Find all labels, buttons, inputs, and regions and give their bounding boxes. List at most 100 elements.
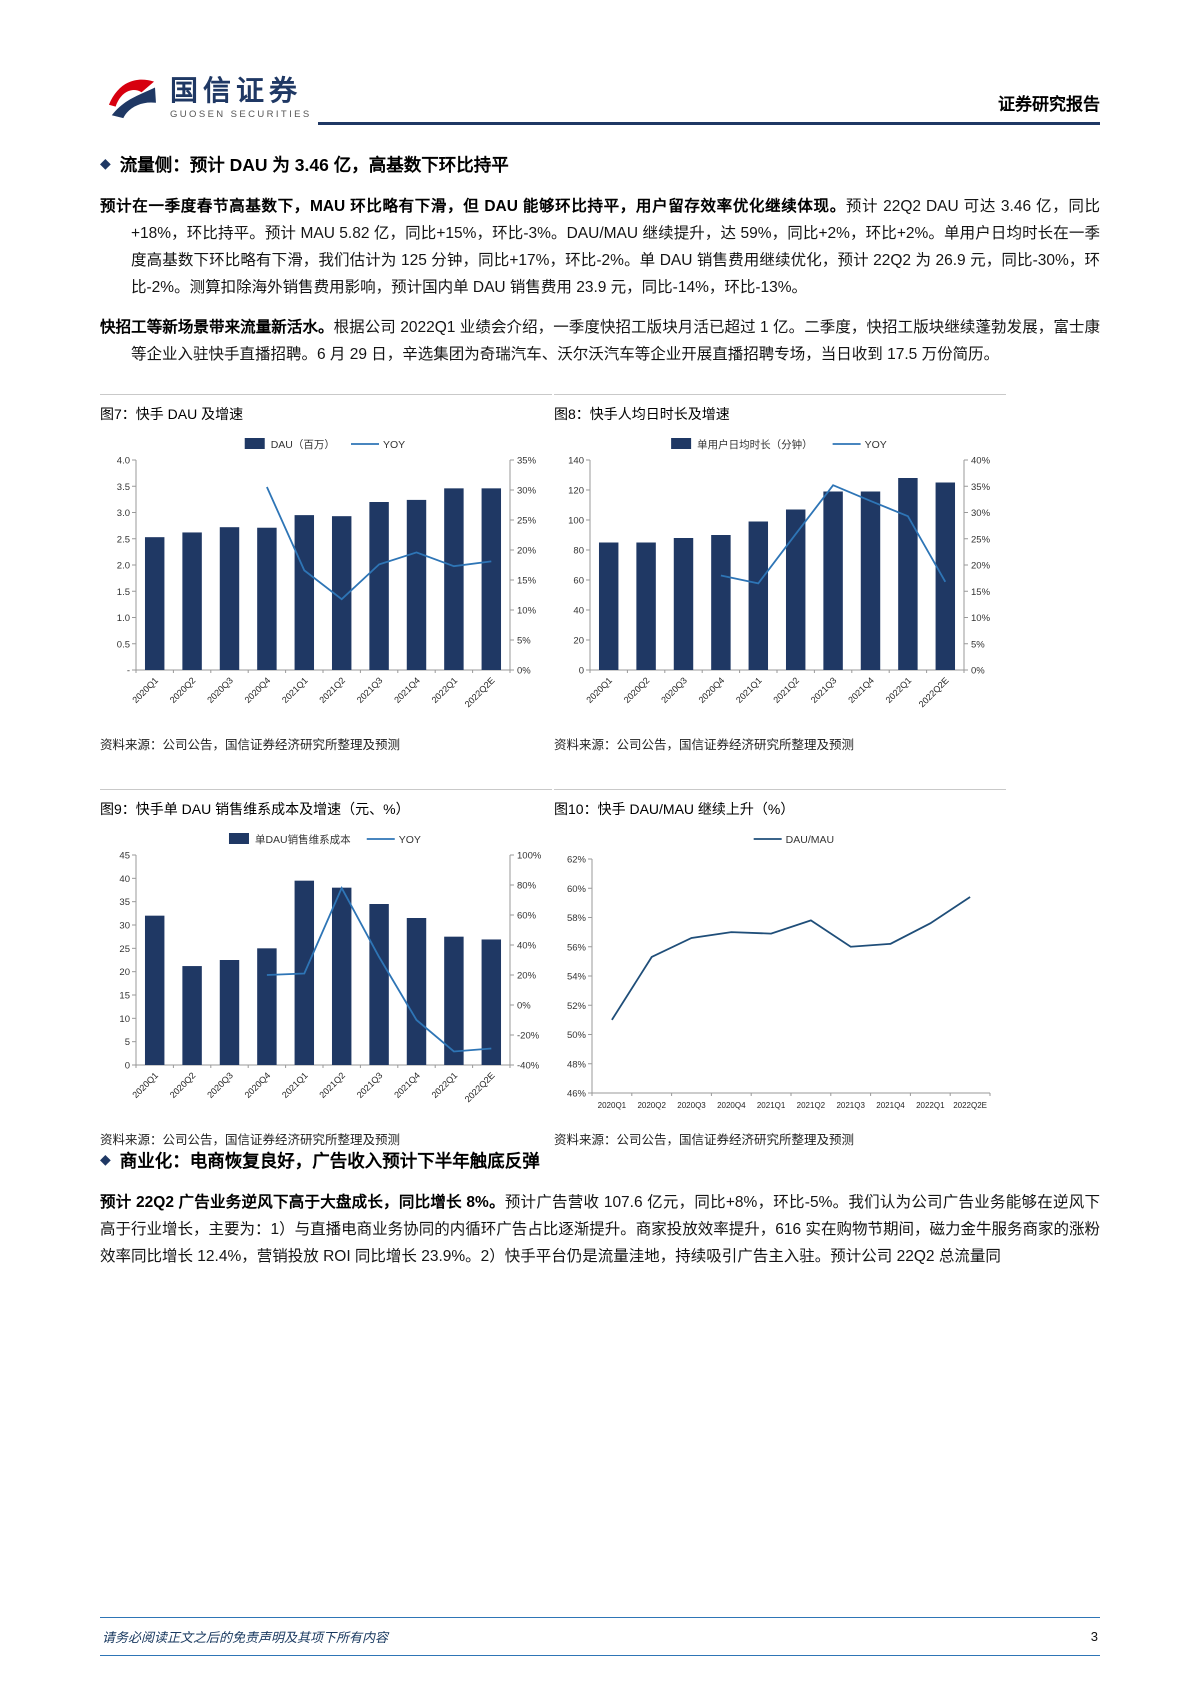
- svg-text:25: 25: [119, 944, 130, 955]
- svg-text:40%: 40%: [517, 941, 537, 952]
- svg-text:2022Q1: 2022Q1: [430, 1070, 460, 1100]
- svg-text:2020Q2: 2020Q2: [168, 675, 198, 705]
- svg-text:2020Q4: 2020Q4: [243, 1070, 273, 1100]
- figure-10-source: 资料来源：公司公告，国信证券经济研究所整理及预测: [554, 1133, 855, 1147]
- footer-disclaimer: 请务必阅读正文之后的免责声明及其项下所有内容: [102, 1630, 389, 1645]
- svg-text:单用户日均时长（分钟）: 单用户日均时长（分钟）: [697, 438, 813, 451]
- svg-text:20%: 20%: [971, 561, 991, 572]
- svg-text:2022Q2E: 2022Q2E: [463, 675, 497, 709]
- figure-10: 图10：快手 DAU/MAU 继续上升（%） 46% 48% 50% 52% 54% 56…: [554, 789, 1006, 1148]
- svg-text:48%: 48%: [567, 1059, 587, 1070]
- svg-text:60%: 60%: [517, 911, 537, 922]
- svg-text:80: 80: [573, 546, 584, 557]
- svg-text:62%: 62%: [567, 855, 587, 866]
- figure-7-title: 图7：快手 DAU 及增速: [100, 394, 552, 430]
- svg-text:25%: 25%: [971, 534, 991, 545]
- svg-text:35: 35: [119, 897, 130, 908]
- svg-text:2021Q2: 2021Q2: [771, 675, 801, 705]
- svg-text:2021Q1: 2021Q1: [280, 1070, 310, 1100]
- guosen-logo-icon: [108, 79, 156, 119]
- svg-text:-: -: [127, 666, 130, 677]
- figure-8-chart: 0 20 40 60 80 100 120 140 0% 5% 10% 15% 20% 25% 30% 35%…: [554, 430, 1006, 726]
- svg-text:2021Q3: 2021Q3: [355, 675, 385, 705]
- svg-text:60: 60: [573, 576, 584, 587]
- svg-text:120: 120: [568, 486, 584, 497]
- figure-9-source: 资料来源：公司公告，国信证券经济研究所整理及预测: [100, 1133, 401, 1147]
- paragraph-1-lead: 预计在一季度春节高基数下，MAU 环比略有下滑，但 DAU 能够环比持平，用户留…: [100, 198, 846, 215]
- svg-text:30%: 30%: [971, 508, 991, 519]
- svg-text:5%: 5%: [517, 636, 531, 647]
- figure-9-chart: 0 5 10 15 20 25 30 35 40 45 -40% -20% 0% 20% 40% 60% 80%…: [100, 825, 552, 1121]
- paragraph-3: 预计 22Q2 广告业务逆风下高于大盘成长，同比增长 8%。预计广告营收 107…: [100, 1189, 1100, 1270]
- svg-text:2020Q1: 2020Q1: [584, 675, 614, 705]
- paragraph-3-lead: 预计 22Q2 广告业务逆风下高于大盘成长，同比增长 8%。: [100, 1194, 505, 1211]
- svg-text:10: 10: [119, 1014, 130, 1025]
- svg-text:2020Q3: 2020Q3: [205, 1070, 235, 1100]
- svg-text:5: 5: [125, 1037, 130, 1048]
- paragraph-2: 快招工等新场景带来流量新活水。根据公司 2022Q1 业绩会介绍，一季度快招工版…: [100, 314, 1100, 368]
- svg-text:2022Q2E: 2022Q2E: [917, 675, 951, 709]
- svg-text:2.0: 2.0: [117, 561, 130, 572]
- svg-text:5%: 5%: [971, 639, 985, 650]
- svg-text:45: 45: [119, 851, 130, 862]
- diamond-bullet-icon: ◆: [100, 155, 111, 171]
- figure-8-source: 资料来源：公司公告，国信证券经济研究所整理及预测: [554, 738, 855, 752]
- svg-text:2021Q4: 2021Q4: [392, 1070, 422, 1100]
- svg-text:0: 0: [579, 666, 584, 677]
- svg-text:58%: 58%: [567, 913, 587, 924]
- svg-text:35%: 35%: [517, 456, 537, 467]
- svg-text:-40%: -40%: [517, 1061, 540, 1072]
- svg-text:2.5: 2.5: [117, 534, 130, 545]
- svg-text:3.0: 3.0: [117, 508, 130, 519]
- svg-text:20: 20: [573, 636, 584, 647]
- figure-grid: 图7：快手 DAU 及增速 - 0.5 1.0 1.5 2.0 2.5 3.0 3.5 4.0 0…: [100, 394, 1100, 1148]
- svg-text:54%: 54%: [567, 972, 587, 983]
- svg-text:2021Q2: 2021Q2: [317, 675, 347, 705]
- svg-text:2021Q4: 2021Q4: [846, 675, 876, 705]
- svg-text:50%: 50%: [567, 1030, 587, 1041]
- svg-text:40: 40: [119, 874, 130, 885]
- svg-text:0.5: 0.5: [117, 639, 130, 650]
- svg-text:YOY: YOY: [383, 439, 405, 451]
- svg-text:-20%: -20%: [517, 1031, 540, 1042]
- svg-text:2021Q4: 2021Q4: [392, 675, 422, 705]
- svg-text:2020Q2: 2020Q2: [168, 1070, 198, 1100]
- report-type-label: 证券研究报告: [998, 95, 1100, 114]
- svg-text:52%: 52%: [567, 1001, 587, 1012]
- svg-text:20%: 20%: [517, 546, 537, 557]
- svg-text:2021Q1: 2021Q1: [757, 1101, 786, 1110]
- svg-text:140: 140: [568, 456, 584, 467]
- svg-text:2020Q2: 2020Q2: [637, 1101, 666, 1110]
- logo-name-cn: 国信证券: [170, 75, 303, 106]
- diamond-bullet-icon: ◆: [100, 1151, 111, 1167]
- svg-text:15: 15: [119, 991, 130, 1002]
- svg-text:2021Q3: 2021Q3: [355, 1070, 385, 1100]
- svg-text:100%: 100%: [517, 851, 542, 862]
- svg-text:2020Q3: 2020Q3: [659, 675, 689, 705]
- svg-text:2022Q1: 2022Q1: [916, 1101, 945, 1110]
- fig10-svg: 46% 48% 50% 52% 54% 56% 58% 60% 62% 2020Q1 2020Q2 2…: [567, 834, 991, 1110]
- svg-text:40: 40: [573, 606, 584, 617]
- fig9-svg: 0 5 10 15 20 25 30 35 40 45 -40% -20% 0% 20% 40% 60% 80%…: [119, 833, 542, 1104]
- svg-text:46%: 46%: [567, 1089, 587, 1100]
- svg-text:15%: 15%: [971, 587, 991, 598]
- svg-text:2020Q4: 2020Q4: [697, 675, 727, 705]
- svg-text:0%: 0%: [517, 666, 531, 677]
- paragraph-1: 预计在一季度春节高基数下，MAU 环比略有下滑，但 DAU 能够环比持平，用户留…: [100, 193, 1100, 301]
- svg-text:DAU（百万）: DAU（百万）: [271, 439, 335, 451]
- svg-text:2020Q3: 2020Q3: [205, 675, 235, 705]
- logo-name-en: GUOSEN SECURITIES: [170, 109, 312, 120]
- svg-text:0: 0: [125, 1061, 130, 1072]
- svg-text:YOY: YOY: [399, 834, 421, 846]
- svg-text:DAU/MAU: DAU/MAU: [786, 834, 834, 846]
- svg-text:1.0: 1.0: [117, 613, 130, 624]
- svg-text:2021Q3: 2021Q3: [809, 675, 839, 705]
- figure-10-title: 图10：快手 DAU/MAU 继续上升（%）: [554, 789, 1006, 825]
- svg-text:30: 30: [119, 921, 130, 932]
- svg-text:4.0: 4.0: [117, 456, 130, 467]
- svg-text:2021Q1: 2021Q1: [734, 675, 764, 705]
- svg-text:0%: 0%: [517, 1001, 531, 1012]
- svg-text:10%: 10%: [971, 613, 991, 624]
- svg-text:0%: 0%: [971, 666, 985, 677]
- page-footer: 请务必阅读正文之后的免责声明及其项下所有内容 3: [100, 1617, 1100, 1656]
